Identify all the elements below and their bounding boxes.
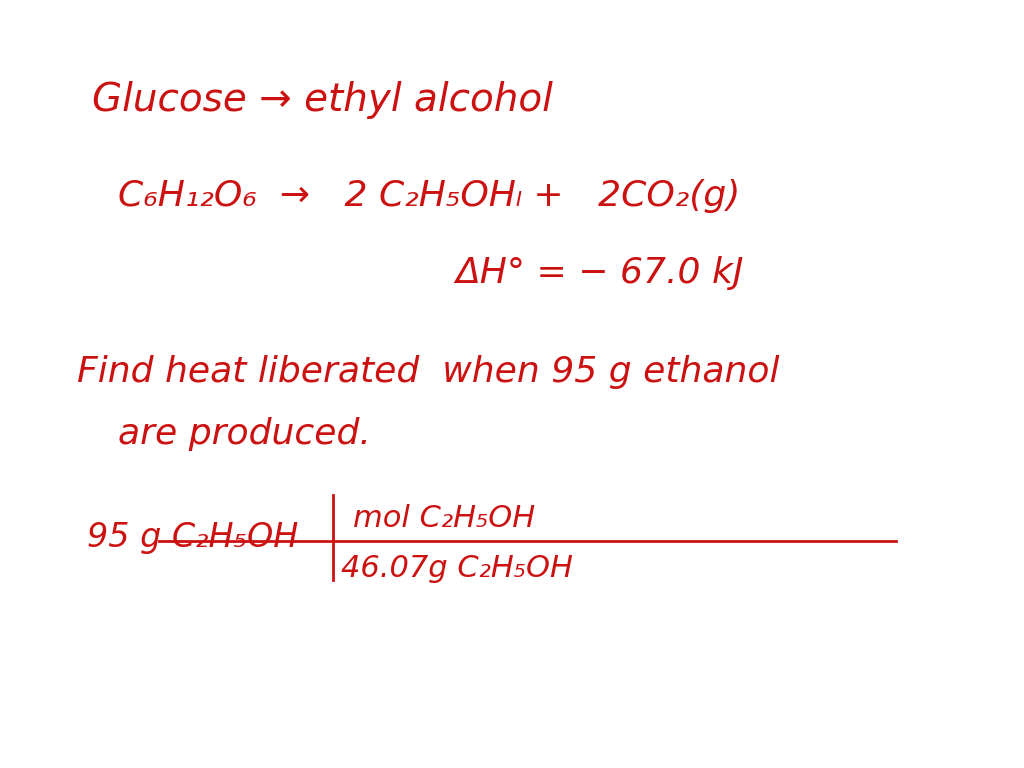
Text: C₆H₁₂O₆  →   2 C₂H₅OHₗ +   2CO₂(g): C₆H₁₂O₆ → 2 C₂H₅OHₗ + 2CO₂(g) <box>118 179 740 213</box>
Text: are produced.: are produced. <box>118 417 371 451</box>
Text: 46.07g C₂H₅OH: 46.07g C₂H₅OH <box>341 554 572 583</box>
Text: 95 g C₂H₅OH: 95 g C₂H₅OH <box>87 521 298 554</box>
Text: Find heat liberated  when 95 g ethanol: Find heat liberated when 95 g ethanol <box>77 356 779 389</box>
Text: mol C₂H₅OH: mol C₂H₅OH <box>353 504 536 533</box>
Text: ΔH° = − 67.0 kJ: ΔH° = − 67.0 kJ <box>456 256 744 290</box>
Text: Glucose → ethyl alcohol: Glucose → ethyl alcohol <box>92 81 553 119</box>
